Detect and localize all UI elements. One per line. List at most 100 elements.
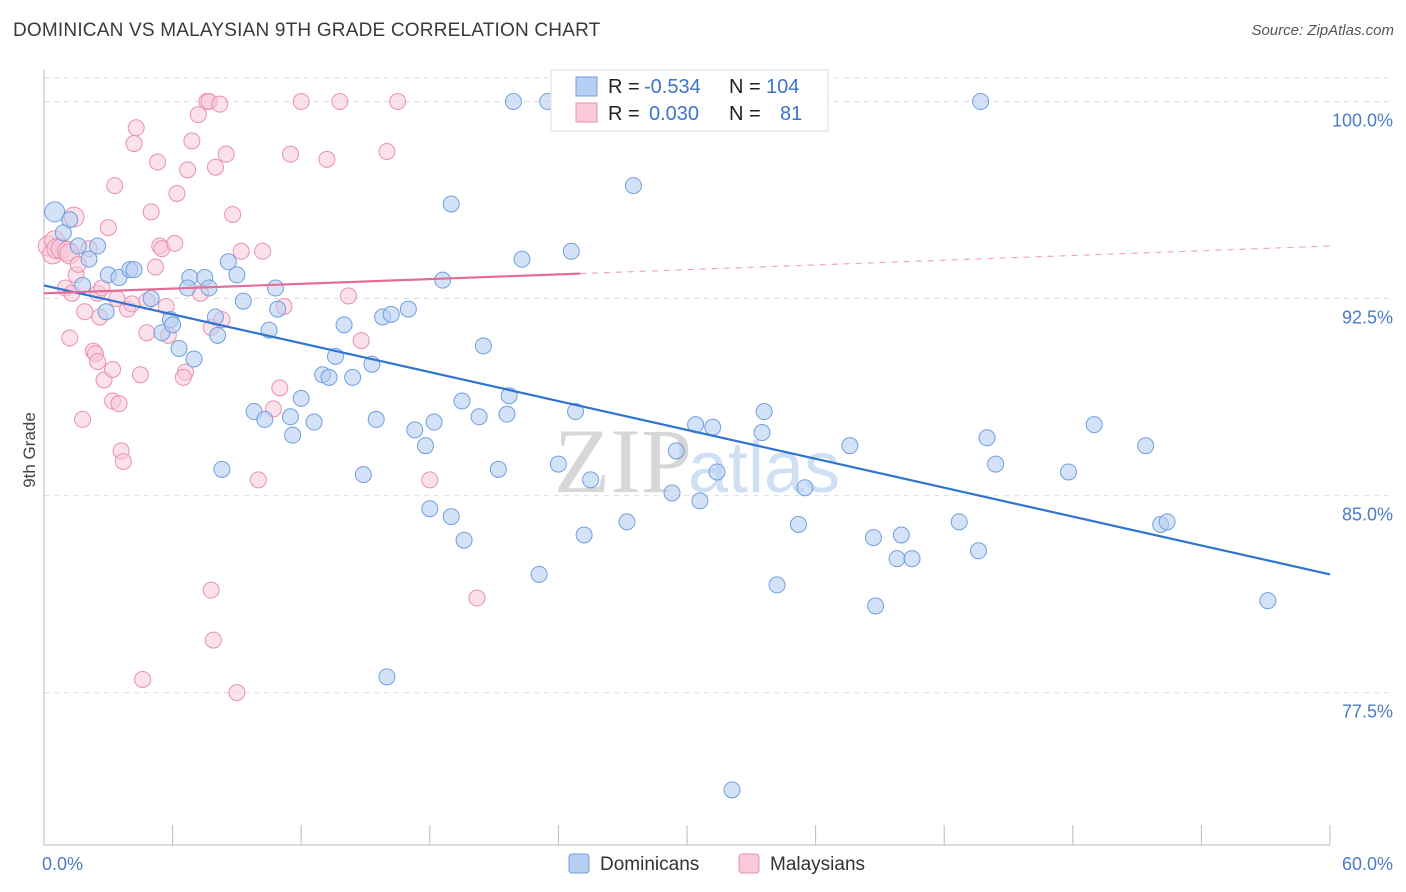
dominican-point — [969, 542, 987, 560]
dominican-point — [867, 597, 885, 615]
dominicans-swatch — [575, 76, 598, 97]
x-tick-label: 60.0% — [1342, 854, 1393, 874]
dominican-point — [567, 403, 585, 421]
dominican-point — [1259, 592, 1277, 610]
dominican-point — [987, 455, 1005, 473]
dominican-point — [281, 408, 299, 426]
dominican-point — [164, 316, 182, 334]
dominican-point — [399, 300, 417, 318]
malaysian-point — [339, 287, 357, 305]
dominican-point — [498, 405, 516, 423]
malaysian-point — [125, 135, 143, 153]
malaysian-point — [76, 303, 94, 321]
dominican-point — [442, 195, 460, 213]
dominican-point — [753, 424, 771, 442]
malaysian-point — [131, 366, 149, 384]
malaysian-point — [206, 158, 224, 176]
dominican-point — [234, 292, 252, 310]
malaysian-point — [389, 93, 407, 111]
chart-title: DOMINICAN VS MALAYSIAN 9TH GRADE CORRELA… — [13, 20, 601, 41]
malaysian-point — [166, 234, 184, 252]
legend-dominicans-label: Dominicans — [600, 854, 699, 875]
malaysian-point — [134, 670, 152, 688]
dominican-point — [320, 368, 338, 386]
dominican-point — [142, 290, 160, 308]
dominican-point — [530, 565, 548, 583]
dominican-point — [470, 408, 488, 426]
dominican-point — [284, 426, 302, 444]
malaysian-point — [114, 452, 132, 470]
dominican-point — [1085, 416, 1103, 434]
r-value-1: -0.534 — [644, 76, 701, 98]
y-tick-label: 100.0% — [1332, 111, 1393, 131]
malaysian-point — [249, 471, 267, 489]
dominican-point — [382, 305, 400, 323]
r-label-1: R = — [608, 76, 640, 98]
dominican-point — [691, 492, 709, 510]
malaysian-point — [127, 119, 145, 137]
dominican-point — [434, 271, 452, 289]
dominican-point — [513, 250, 531, 268]
malaysian-point — [202, 581, 220, 599]
dominican-point — [489, 460, 507, 478]
dominican-point — [582, 471, 600, 489]
malaysian-point — [99, 219, 117, 237]
stats-legend: R = -0.534 N = 104 R = 0.030 N = 81 — [550, 69, 829, 132]
dominican-point — [755, 403, 773, 421]
dominican-point — [421, 500, 439, 518]
malaysian-point — [318, 150, 336, 168]
malaysian-point — [352, 332, 370, 350]
malaysian-point — [211, 95, 229, 113]
malaysian-point — [61, 329, 79, 347]
dominicans-points — [44, 93, 1277, 799]
legend-malaysians-label: Malaysians — [770, 854, 865, 875]
dominican-point — [1158, 513, 1176, 531]
dominican-point — [344, 368, 362, 386]
trend-lines — [43, 245, 1331, 576]
dominican-point — [841, 437, 859, 455]
malaysian-point — [168, 184, 186, 202]
dominican-point — [335, 316, 353, 334]
dominican-point — [54, 224, 72, 242]
malaysians-trend-extension — [579, 245, 1331, 275]
malaysian-point — [468, 589, 486, 607]
source-label: Source: ZipAtlas.com — [1251, 22, 1394, 39]
dominican-point — [704, 418, 722, 436]
dominican-point — [1060, 463, 1078, 481]
dominican-point — [219, 253, 237, 271]
malaysian-point — [281, 145, 299, 163]
dominican-point — [789, 515, 807, 533]
x-tick-label: 0.0% — [42, 854, 83, 874]
dominican-point — [768, 576, 786, 594]
dominican-point — [549, 455, 567, 473]
dominican-point — [228, 266, 246, 284]
y-tick-label: 92.5% — [1342, 308, 1393, 328]
dominican-point — [354, 466, 372, 484]
malaysian-point — [179, 161, 197, 179]
dominican-point — [575, 526, 593, 544]
malaysians-swatch — [575, 102, 598, 123]
malaysian-point — [89, 353, 107, 371]
dominican-point — [185, 350, 203, 368]
dominican-point — [213, 460, 231, 478]
dominican-point — [624, 177, 642, 195]
malaysian-point — [378, 142, 396, 160]
malaysian-point — [254, 242, 272, 260]
dominican-point — [97, 303, 115, 321]
dominican-point — [89, 237, 107, 255]
malaysian-point — [149, 153, 167, 171]
dominican-point — [474, 337, 492, 355]
dominican-point — [504, 93, 522, 111]
dominican-point — [44, 201, 66, 223]
dominican-point — [972, 93, 990, 111]
n-label-1: N = — [729, 76, 761, 98]
dominican-point — [442, 508, 460, 526]
n-label-2: N = — [729, 103, 761, 125]
dominican-point — [209, 326, 227, 344]
malaysian-point — [292, 93, 310, 111]
malaysian-point — [110, 395, 128, 413]
y-tick-label: 77.5% — [1342, 702, 1393, 722]
dominican-point — [978, 429, 996, 447]
legend-malaysians-swatch — [738, 853, 760, 874]
dominican-point — [903, 550, 921, 568]
